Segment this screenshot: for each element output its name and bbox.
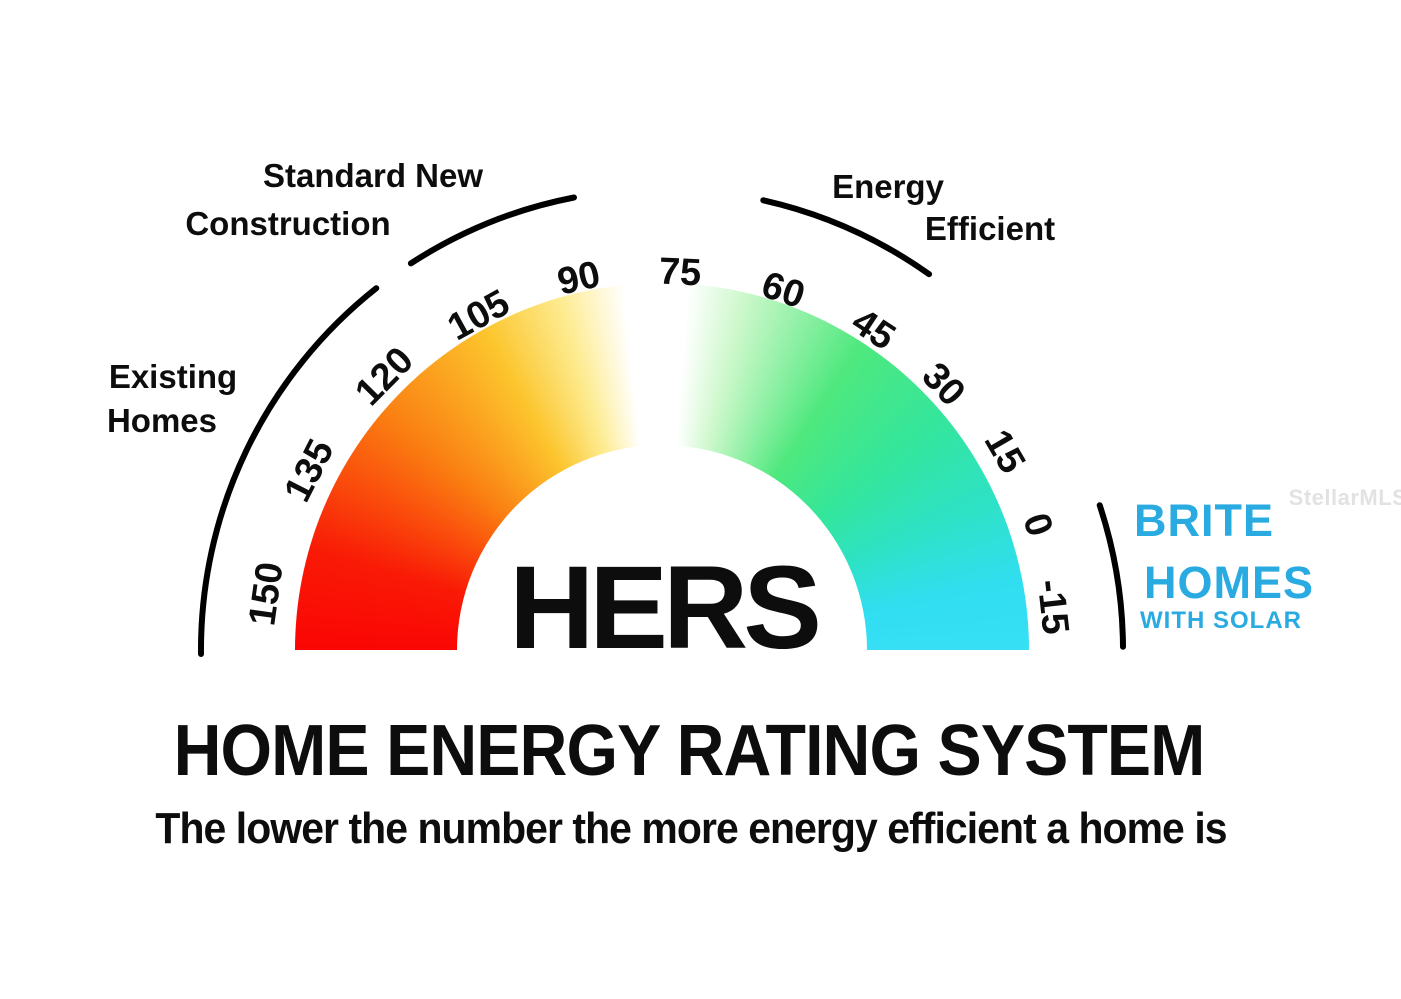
tick-label-75: 75 [657,250,702,295]
brite-homes-arc [1096,502,1126,650]
page-subtitle: The lower the number the more energy eff… [155,804,1227,853]
tick-label-150: 150 [241,560,292,629]
standard-new-construction-arc [407,194,577,267]
page-title: HOME ENERGY RATING SYSTEM [173,711,1206,791]
existing-homes-arc [197,285,380,657]
gauge-center-label: HERS [509,542,822,674]
watermark: StellarMLS [1288,485,1401,510]
label-existing-homes-line1: Existing [108,358,238,395]
brand-name-line1: BRITE [1134,495,1274,546]
label-energy-efficient-line2: Efficient [924,210,1056,247]
brand-tagline: WITH SOLAR [1140,607,1302,634]
label-standard-new-construction-line1: Standard New [262,157,484,194]
energy-efficient-arc [760,197,933,278]
tick-label--15: -15 [1028,577,1077,637]
brand-name-line2: HOMES [1143,557,1315,608]
label-energy-efficient-line1: Energy [832,168,944,205]
label-standard-new-construction-line2: Construction [185,205,391,242]
tick-label-90: 90 [553,253,605,304]
label-existing-homes-line2: Homes [106,402,218,439]
